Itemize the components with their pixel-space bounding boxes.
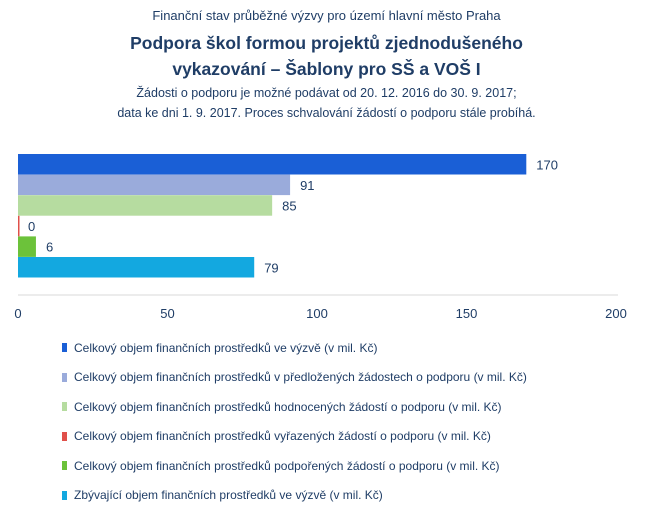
bar [18,257,255,278]
legend-item: Celkový objem finančních prostředků ve v… [62,333,527,363]
bar [18,154,527,175]
x-tick-label: 100 [306,306,328,321]
bar-value-label: 0 [28,219,35,234]
chart-supertitle: Finanční stav průběžné výzvy pro území h… [152,8,501,23]
x-tick-label: 0 [14,306,21,321]
bar [18,195,273,216]
legend-label: Celkový objem finančních prostředků hodn… [74,399,502,414]
legend-item: Celkový objem finančních prostředků hodn… [62,392,527,422]
legend-label: Celkový objem finančních prostředků vyřa… [74,429,491,444]
legend-swatch [62,343,67,353]
legend-swatch [62,490,67,500]
chart-title: Podpora škol formou projektů zjednodušen… [40,30,613,82]
bar [18,174,291,196]
legend-item: Zbývající objem finančních prostředků ve… [62,481,527,511]
legend-item: Celkový objem finančních prostředků v př… [62,363,527,393]
legend-label: Celkový objem finančních prostředků podp… [74,458,500,473]
legend-label: Celkový objem finančních prostředků ve v… [74,340,378,355]
legend-item: Celkový objem finančních prostředků podp… [62,451,527,481]
bar-value-label: 79 [264,260,278,275]
bar-value-label: 85 [282,198,296,213]
chart-note-line-1: Žádosti o podporu je možné podávat od 20… [136,86,517,100]
bar [18,215,20,237]
chart-title-line-2: vykazování – Šablony pro SŠ a VOŠ I [172,59,481,79]
legend-label: Celkový objem finančních prostředků v př… [74,370,527,385]
legend-swatch [62,461,67,471]
x-tick-label: 150 [456,306,478,321]
legend-swatch [62,372,67,382]
bar-value-label: 6 [46,240,53,255]
legend-item: Celkový objem finančních prostředků vyřa… [62,422,527,452]
bar [18,236,36,257]
chart-note-line-2: data ke dni 1. 9. 2017. Proces schvalová… [117,106,536,120]
bar-value-label: 170 [536,157,558,172]
legend-swatch [62,431,67,441]
x-tick-label: 200 [605,306,627,321]
legend-label: Zbývající objem finančních prostředků ve… [74,488,383,503]
chart-legend: Celkový objem finančních prostředků ve v… [62,333,527,510]
chart-title-line-1: Podpora škol formou projektů zjednodušen… [130,33,523,53]
x-tick-label: 50 [160,306,174,321]
legend-swatch [62,402,67,412]
bar-value-label: 91 [300,178,314,193]
